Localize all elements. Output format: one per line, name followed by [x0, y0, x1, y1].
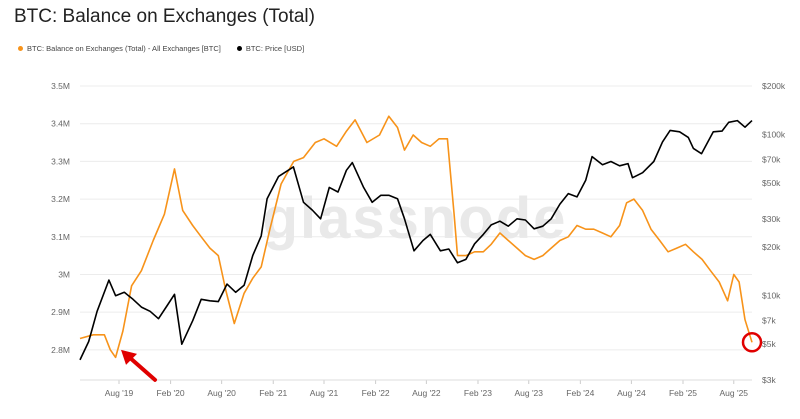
x-tick-label: Aug '23: [514, 388, 543, 398]
x-tick-label: Feb '22: [362, 388, 390, 398]
x-tick-label: Aug '21: [310, 388, 339, 398]
x-tick-label: Feb '25: [669, 388, 697, 398]
y-axis-right: $3k $5k $7k $10k $20k $30k $50k $70k $100k $200k: [762, 81, 786, 385]
y-right-tick-label: $10k: [762, 291, 781, 301]
y-left-tick-label: 3.4M: [51, 119, 70, 129]
x-tick-label: Feb '21: [259, 388, 287, 398]
y-left-tick-label: 3.2M: [51, 194, 70, 204]
y-right-tick-label: $20k: [762, 242, 781, 252]
watermark: glassnode: [263, 186, 568, 251]
x-tick-label: Aug '20: [207, 388, 236, 398]
legend-swatch-price: [236, 45, 242, 51]
y-right-tick-label: $100k: [762, 130, 786, 140]
legend: BTC: Balance on Exchanges (Total) - All …: [18, 42, 304, 54]
y-right-tick-label: $70k: [762, 154, 781, 164]
x-tick-label: Feb '24: [566, 388, 594, 398]
x-tick-label: Feb '23: [464, 388, 492, 398]
legend-item-price[interactable]: BTC: Price [USD]: [236, 43, 305, 53]
legend-swatch-balance: [18, 45, 23, 51]
arrow-shaft: [128, 355, 158, 382]
series-layer: [79, 115, 753, 361]
legend-label-balance: BTC: Balance on Exchanges (Total) - All …: [27, 43, 221, 53]
x-tick-label: Aug '19: [105, 388, 134, 398]
y-right-tick-label: $3k: [762, 375, 776, 385]
y-left-tick-label: 3.1M: [51, 232, 70, 242]
grid-lines: [80, 85, 752, 351]
y-axis-left: 2.8M 2.9M 3M 3.1M 3.2M 3.3M 3.4M 3.5M: [51, 81, 70, 355]
legend-label-price: BTC: Price [USD]: [245, 43, 305, 53]
annotations: [121, 332, 763, 382]
y-right-tick-label: $7k: [762, 316, 776, 326]
y-left-tick-label: 3M: [58, 269, 70, 279]
y-left-tick-label: 2.8M: [51, 345, 70, 355]
x-axis: Aug '19 Feb '20 Aug '20 Feb '21 Aug '21 Feb '…: [80, 379, 752, 398]
x-tick-label: Aug '24: [617, 388, 646, 398]
x-tick-label: Aug '22: [412, 388, 441, 398]
legend-item-balance[interactable]: BTC: Balance on Exchanges (Total) - All …: [18, 44, 221, 53]
y-right-tick-label: $50k: [762, 178, 781, 188]
y-right-tick-label: $5k: [762, 339, 776, 349]
y-right-tick-label: $200k: [762, 81, 786, 91]
y-left-tick-label: 3.5M: [51, 81, 70, 91]
series-balance-line: [79, 115, 753, 359]
highlight-circle: [741, 332, 763, 353]
y-left-tick-label: 2.9M: [51, 307, 70, 317]
series-price-line: [79, 119, 753, 361]
chart-title: BTC: Balance on Exchanges (Total): [14, 6, 315, 27]
x-tick-label: Feb '20: [157, 388, 185, 398]
y-right-tick-label: $30k: [762, 214, 781, 224]
arrow-head: [121, 349, 138, 365]
x-tick-label: Aug '25: [719, 388, 748, 398]
y-left-tick-label: 3.3M: [51, 156, 70, 166]
